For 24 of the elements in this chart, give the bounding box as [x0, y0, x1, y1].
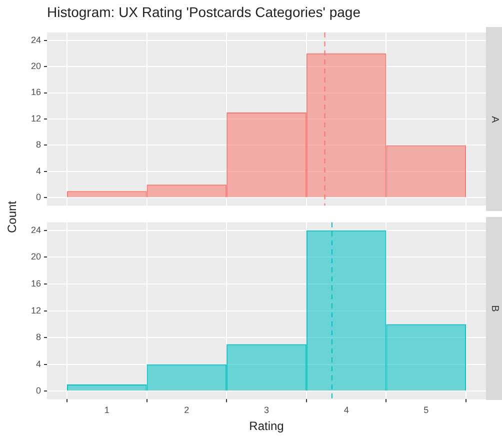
y-tick-label: 4	[36, 166, 41, 176]
x-tick-label: 1	[104, 405, 110, 416]
x-axis-title: Rating	[248, 419, 285, 435]
chart-title: Histogram: UX Rating 'Postcards Categories' page	[46, 3, 362, 22]
y-tick-label: 24	[30, 34, 41, 45]
x-tick-label: 5	[424, 405, 429, 416]
y-tick-label: 0	[36, 192, 41, 202]
y-tick-label: 12	[30, 305, 41, 316]
text: B	[488, 305, 500, 312]
y-tick-label: 0	[36, 386, 41, 396]
x-tick-label: 2	[184, 405, 190, 416]
y-tick-label: 20	[30, 61, 41, 71]
y-tick-label: 12	[30, 113, 41, 124]
y-tick-label: 4	[36, 358, 41, 369]
y-tick-label: 16	[30, 87, 41, 98]
y-tick-label: 24	[30, 224, 41, 235]
y-tick-label: 8	[36, 332, 41, 342]
text: A	[488, 116, 500, 122]
x-tick-label: 3	[264, 405, 270, 416]
y-axis-title: Count	[5, 200, 19, 236]
y-tick-label: 20	[30, 252, 41, 262]
x-tick-label: 4	[344, 405, 349, 416]
y-tick-label: 16	[30, 278, 41, 288]
y-tick-label: 8	[36, 140, 41, 150]
